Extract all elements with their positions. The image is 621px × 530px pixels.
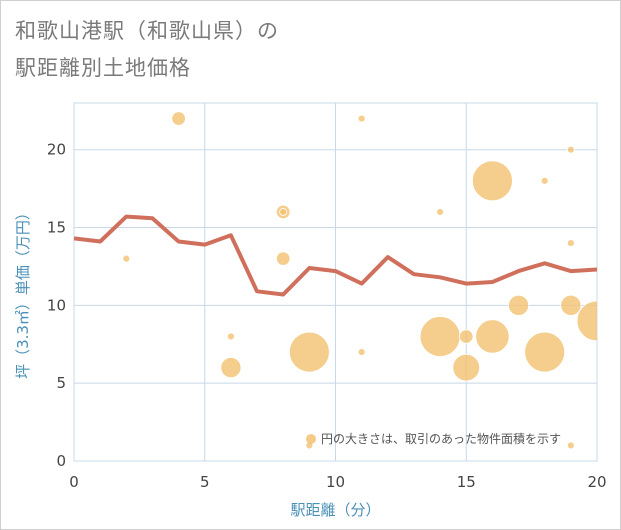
chart-title-line1: 和歌山港駅（和歌山県）の xyxy=(15,19,279,43)
scatter-point xyxy=(122,254,131,263)
scatter-point xyxy=(452,353,481,382)
y-tick-label: 15 xyxy=(47,219,66,237)
scatter-point xyxy=(288,331,330,373)
chart-title-line2: 駅距離別土地価格 xyxy=(15,56,191,80)
x-tick-label: 0 xyxy=(69,473,79,491)
scatter-bubbles xyxy=(122,111,597,450)
scatter-point xyxy=(566,239,575,247)
scatter-point xyxy=(357,114,366,123)
x-axis-title: 駅距離（分） xyxy=(290,501,380,519)
scatter-point xyxy=(475,319,510,354)
y-tick-label: 5 xyxy=(56,374,66,392)
scatter-point xyxy=(171,111,186,126)
legend-text: 円の大きさは、取引のあった物件面積を示す xyxy=(321,431,561,446)
scatter-point xyxy=(471,160,513,202)
x-tick-label: 10 xyxy=(326,473,345,491)
y-tick-label: 20 xyxy=(47,141,66,159)
scatter-point xyxy=(566,441,575,450)
grid xyxy=(73,103,598,462)
average-price-line xyxy=(73,214,598,297)
scatter-point xyxy=(540,176,549,185)
legend-marker-icon xyxy=(306,434,316,444)
scatter-point xyxy=(220,357,242,379)
scatter-point xyxy=(419,316,461,357)
x-tick-label: 20 xyxy=(587,473,606,491)
x-tick-label: 5 xyxy=(200,473,210,491)
scatter-point xyxy=(566,145,575,154)
scatter-point xyxy=(279,208,288,216)
plot-area-frame xyxy=(73,102,598,462)
y-tick-label: 10 xyxy=(47,296,66,314)
scatter-point xyxy=(459,329,474,344)
scatter-point xyxy=(576,300,597,342)
scatter-point xyxy=(560,294,582,316)
y-tick-label: 0 xyxy=(56,452,66,470)
tick-labels: 0 5 10 15 20 0 5 10 15 20 xyxy=(47,141,607,491)
scatter-point xyxy=(524,331,566,373)
scatter-point xyxy=(276,251,291,266)
scatter-point xyxy=(226,332,235,341)
scatter-point xyxy=(357,348,366,356)
scatter-point xyxy=(508,294,530,316)
y-axis-title: 坪（3.3㎡）単価（万円） xyxy=(14,205,32,379)
scatter-point xyxy=(436,208,445,216)
x-tick-label: 15 xyxy=(457,473,476,491)
